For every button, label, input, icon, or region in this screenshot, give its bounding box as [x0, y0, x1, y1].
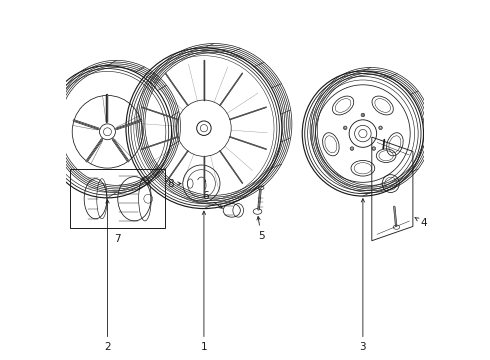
Text: 5: 5 [257, 216, 265, 241]
Text: 1: 1 [200, 211, 207, 352]
Text: 3: 3 [360, 199, 366, 352]
Text: 2: 2 [104, 200, 111, 352]
Text: 4: 4 [415, 217, 427, 228]
Bar [70, 169, 165, 228]
Text: 8: 8 [167, 179, 181, 189]
Text: 7: 7 [114, 234, 121, 244]
Text: 6: 6 [202, 192, 222, 208]
